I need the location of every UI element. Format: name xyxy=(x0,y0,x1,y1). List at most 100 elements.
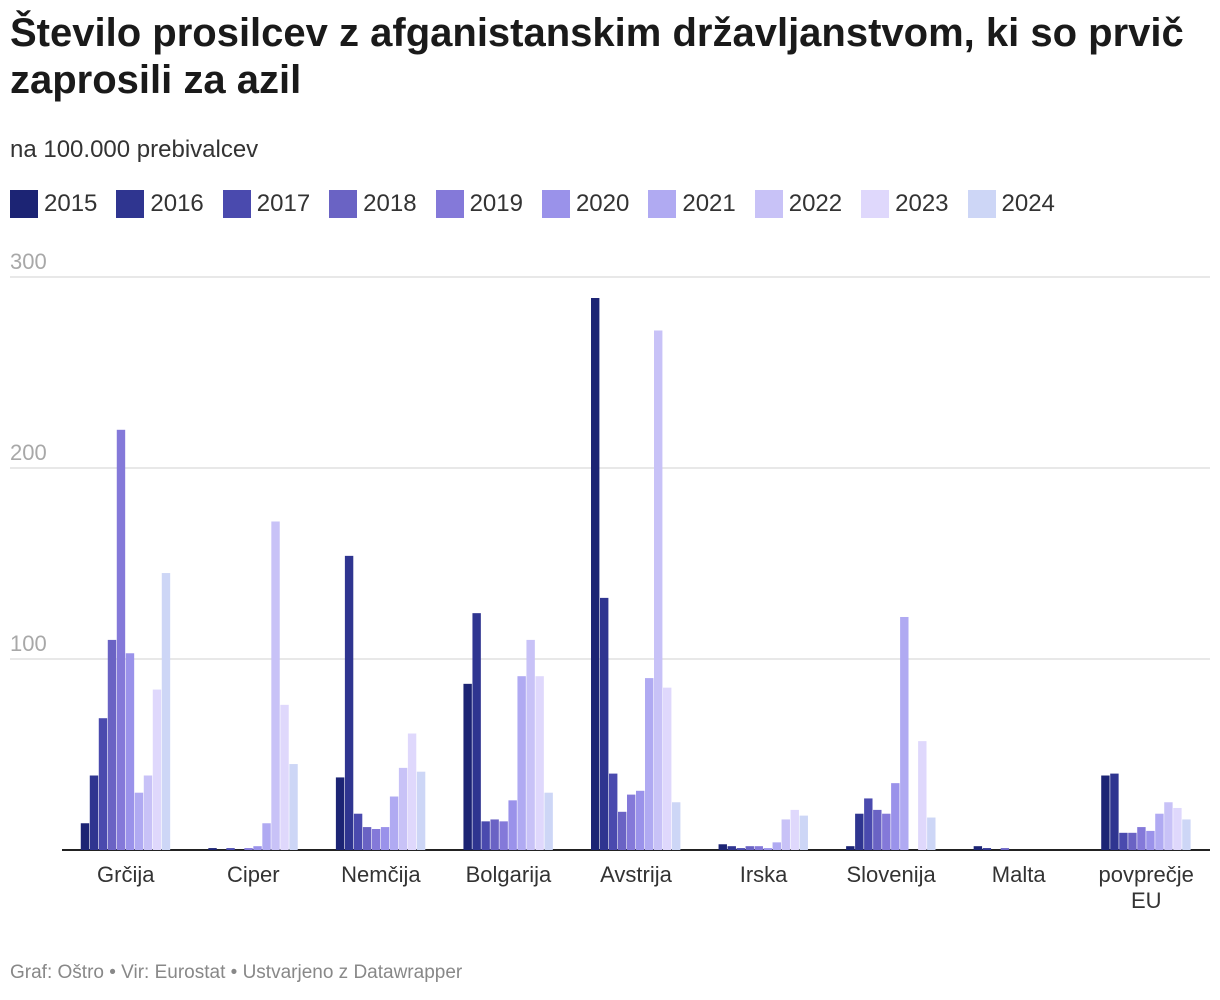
bar xyxy=(718,844,727,850)
bar xyxy=(591,298,600,850)
bar xyxy=(790,809,799,850)
legend-swatch xyxy=(648,190,677,218)
bar xyxy=(627,794,636,850)
y-tick-label: 200 xyxy=(10,440,47,465)
bar xyxy=(517,676,526,850)
legend-label: 2022 xyxy=(788,190,843,217)
x-tick-label: Bolgarija xyxy=(466,862,552,887)
bar xyxy=(636,790,645,850)
legend-item-2021: 2021 xyxy=(648,190,736,218)
legend-label: 2023 xyxy=(895,190,949,217)
bar xyxy=(1110,773,1119,850)
bar xyxy=(208,848,217,850)
bar xyxy=(1155,813,1164,850)
bar xyxy=(244,848,253,850)
bar xyxy=(654,330,663,851)
bar xyxy=(1164,802,1173,850)
legend-swatch xyxy=(967,190,996,218)
bar xyxy=(918,741,927,850)
bar xyxy=(672,802,681,850)
bar xyxy=(463,683,472,850)
bar xyxy=(398,767,408,850)
x-axis-labels: Grčija Ciper Nemčija Bolgarija Avstrija Irska… xyxy=(97,862,1194,913)
legend-item-2017: 2017 xyxy=(222,190,311,218)
legend-item-2020: 2020 xyxy=(541,190,630,218)
bar xyxy=(1128,832,1137,850)
legend-label: 2018 xyxy=(363,190,417,217)
bar xyxy=(125,653,135,850)
bar xyxy=(98,718,108,850)
bar xyxy=(161,573,171,850)
bar xyxy=(1173,807,1182,850)
bar xyxy=(1146,830,1155,850)
legend-label: 2020 xyxy=(575,190,630,217)
bar xyxy=(535,676,544,850)
y-axis-labels: 100 200 300 xyxy=(10,250,47,656)
bar xyxy=(772,842,781,850)
legend-swatch xyxy=(435,190,464,218)
bar xyxy=(362,827,372,850)
bar xyxy=(982,848,992,850)
legend-label: 2021 xyxy=(682,190,736,217)
bar xyxy=(116,429,126,850)
legend-label: 2017 xyxy=(256,190,311,217)
gridlines xyxy=(10,276,1210,851)
bar xyxy=(226,848,235,850)
bar xyxy=(353,813,363,850)
bar xyxy=(416,771,426,850)
bar xyxy=(1000,848,1010,850)
bar xyxy=(799,815,808,850)
bar xyxy=(882,813,891,850)
bar xyxy=(1101,775,1110,850)
x-tick-label: Malta xyxy=(992,862,1047,887)
bar xyxy=(973,846,983,850)
x-tick-label: povprečje EU xyxy=(1099,862,1194,913)
x-tick-label: Grčija xyxy=(97,862,155,887)
bar xyxy=(618,811,627,850)
bar xyxy=(380,827,390,850)
bar xyxy=(846,846,855,850)
x-tick-label: Ciper xyxy=(227,862,280,887)
bar xyxy=(80,823,90,850)
legend-label: 2015 xyxy=(44,190,98,217)
bar xyxy=(389,796,399,850)
bar xyxy=(335,777,345,850)
x-tick-label: Slovenija xyxy=(846,862,936,887)
legend: 2015 2016 2017 2018 2019 2020 2021 2022 … xyxy=(10,190,1074,218)
bar-chart: 100 200 300 Grčija Ciper Nemčija Bolgarija Avs… xyxy=(10,250,1210,913)
bar xyxy=(544,792,553,850)
x-tick-label: Nemčija xyxy=(341,862,421,887)
bar xyxy=(253,846,262,850)
legend-item-2022: 2022 xyxy=(754,190,843,218)
bar xyxy=(289,764,298,850)
bar xyxy=(727,846,736,850)
bar xyxy=(344,555,354,850)
bar xyxy=(89,775,99,850)
legend-swatch xyxy=(116,190,145,218)
bar xyxy=(1119,832,1128,850)
bar xyxy=(600,597,609,850)
footer-credits: Graf: Oštro • Vir: Eurostat • Ustvarjeno… xyxy=(10,962,463,983)
bars xyxy=(80,298,1191,851)
bar xyxy=(736,848,745,850)
bar xyxy=(663,687,672,850)
bar xyxy=(1182,819,1191,850)
legend-label: 2016 xyxy=(150,190,204,217)
legend-swatch xyxy=(541,190,570,218)
bar xyxy=(526,639,535,850)
legend-item-2018: 2018 xyxy=(329,190,417,218)
legend-item-2024: 2024 xyxy=(967,190,1055,218)
bar xyxy=(152,689,162,850)
legend-swatch xyxy=(222,190,251,218)
bar xyxy=(407,733,417,850)
legend-item-2016: 2016 xyxy=(116,190,204,218)
bar xyxy=(900,616,909,850)
bar xyxy=(481,821,490,850)
bar xyxy=(1137,827,1146,850)
bar xyxy=(472,613,481,850)
legend-item-2015: 2015 xyxy=(10,190,97,218)
chart-subtitle: na 100.000 prebivalcev xyxy=(10,136,259,163)
bar xyxy=(280,704,289,850)
bar xyxy=(499,821,508,850)
bar xyxy=(645,678,654,850)
